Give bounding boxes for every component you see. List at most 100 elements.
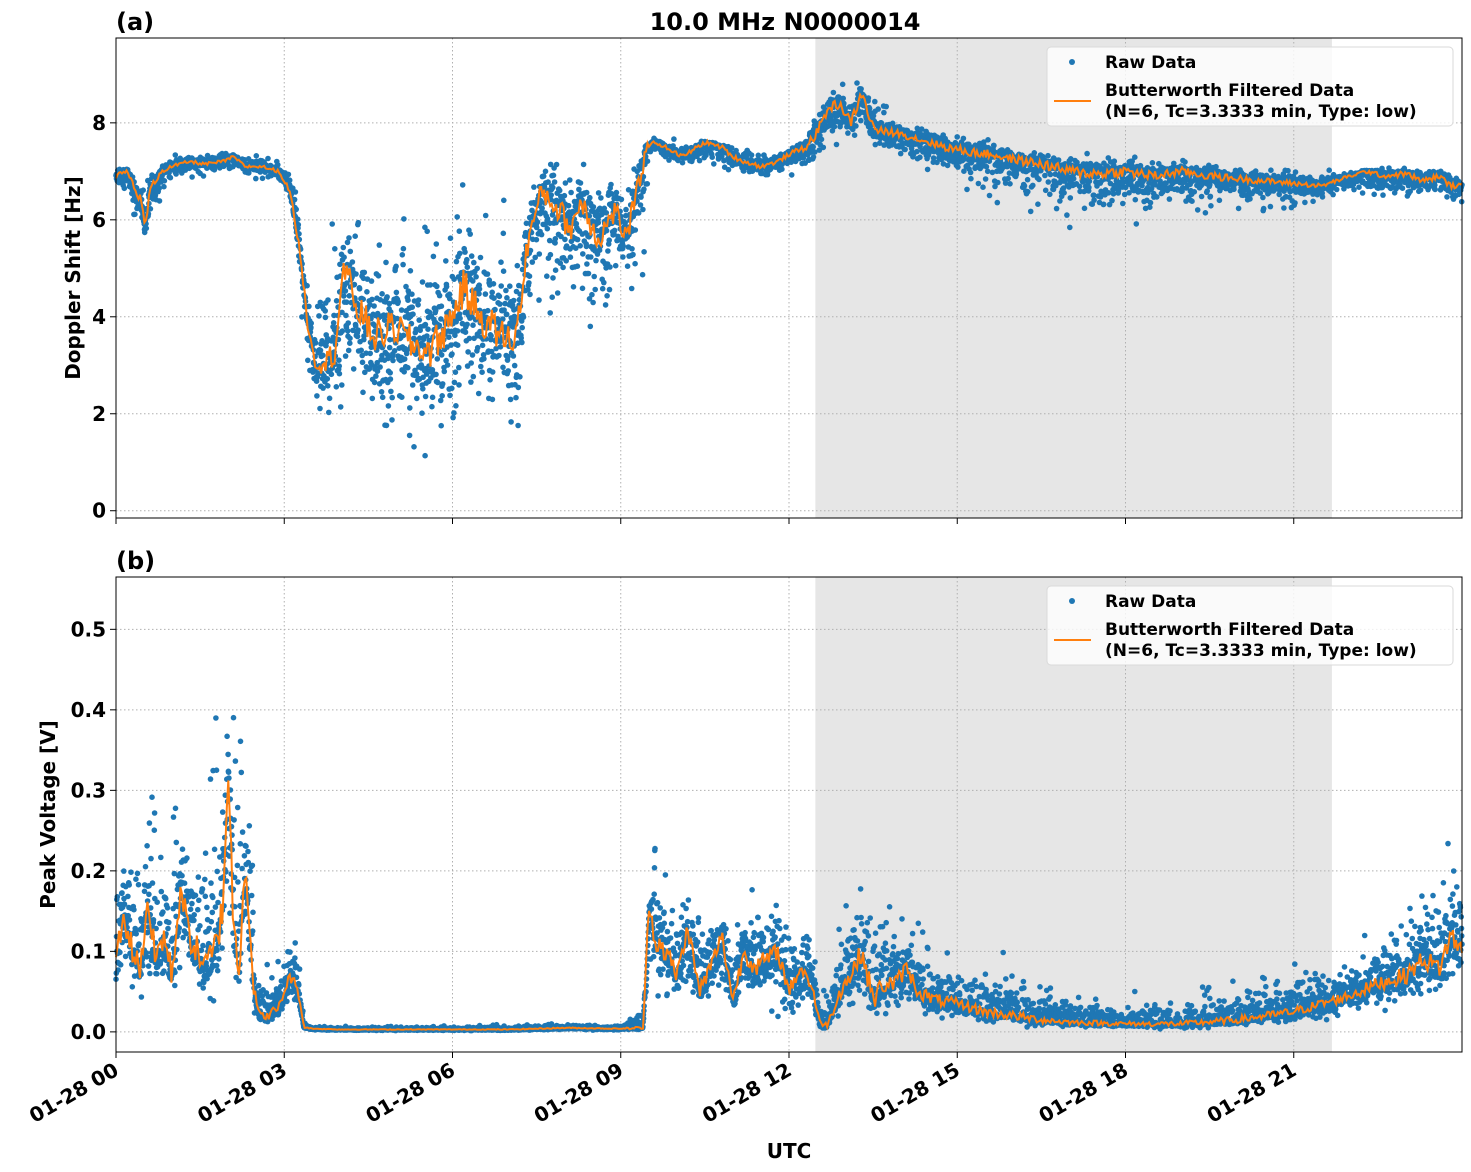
raw-data-point bbox=[468, 253, 475, 259]
raw-data-point bbox=[607, 264, 613, 270]
raw-data-point bbox=[253, 175, 259, 182]
raw-data-point bbox=[314, 303, 321, 310]
raw-data-point bbox=[347, 335, 353, 342]
raw-data-point bbox=[358, 347, 365, 354]
raw-data-point bbox=[1045, 179, 1052, 185]
raw-data-point bbox=[1191, 189, 1198, 195]
raw-data-point bbox=[618, 196, 625, 203]
raw-data-point bbox=[305, 357, 311, 364]
raw-data-point bbox=[355, 219, 362, 226]
raw-data-point bbox=[632, 260, 638, 267]
raw-data-point bbox=[456, 382, 462, 388]
raw-data-point bbox=[526, 273, 533, 280]
raw-data-point bbox=[515, 422, 521, 429]
raw-data-point bbox=[519, 266, 526, 273]
raw-data-point bbox=[409, 382, 416, 388]
raw-data-point bbox=[580, 161, 587, 168]
raw-data-point bbox=[336, 357, 342, 364]
raw-data-point bbox=[363, 350, 369, 357]
raw-data-point bbox=[482, 212, 489, 219]
raw-data-point bbox=[525, 286, 531, 293]
raw-data-point bbox=[523, 220, 530, 227]
raw-data-point bbox=[422, 452, 428, 459]
raw-data-point bbox=[608, 181, 614, 188]
raw-data-point bbox=[606, 237, 612, 243]
raw-data-point bbox=[1084, 150, 1090, 157]
raw-data-point bbox=[453, 403, 459, 409]
raw-data-point bbox=[353, 271, 359, 277]
raw-data-point bbox=[630, 251, 636, 258]
raw-data-point bbox=[295, 221, 302, 228]
raw-data-point bbox=[574, 236, 581, 243]
raw-data-point bbox=[486, 277, 493, 284]
raw-data-point bbox=[434, 356, 441, 362]
raw-data-point bbox=[447, 235, 454, 241]
raw-data-point bbox=[352, 323, 359, 329]
raw-data-point bbox=[394, 315, 401, 322]
raw-data-point bbox=[562, 236, 568, 243]
raw-data-point bbox=[595, 219, 602, 226]
raw-data-point bbox=[501, 197, 507, 204]
raw-data-point bbox=[362, 369, 368, 376]
raw-data-point bbox=[574, 263, 581, 270]
raw-data-point bbox=[500, 268, 507, 275]
raw-data-point bbox=[386, 344, 393, 351]
raw-data-point bbox=[560, 264, 566, 271]
raw-data-point bbox=[395, 298, 402, 305]
raw-data-point bbox=[592, 286, 598, 293]
raw-data-point bbox=[356, 286, 363, 292]
raw-data-point bbox=[419, 410, 425, 417]
raw-data-point bbox=[1399, 185, 1406, 191]
raw-data-point bbox=[492, 306, 498, 313]
raw-data-point bbox=[551, 179, 558, 185]
raw-data-point bbox=[1081, 205, 1088, 212]
raw-data-point bbox=[454, 328, 461, 334]
raw-data-point bbox=[436, 322, 443, 329]
raw-data-point bbox=[462, 329, 469, 336]
raw-data-point bbox=[1208, 203, 1214, 209]
raw-data-point bbox=[489, 396, 496, 403]
raw-data-point bbox=[427, 282, 434, 288]
raw-data-point bbox=[504, 295, 510, 301]
raw-data-point bbox=[517, 374, 523, 380]
raw-data-point bbox=[527, 291, 533, 298]
raw-data-point bbox=[156, 198, 163, 204]
raw-data-point bbox=[1149, 160, 1156, 166]
raw-data-point bbox=[350, 366, 357, 372]
raw-data-point bbox=[342, 353, 349, 359]
raw-data-point bbox=[474, 344, 481, 351]
raw-data-point bbox=[810, 154, 817, 160]
raw-data-point bbox=[409, 304, 416, 311]
raw-data-point bbox=[1302, 199, 1308, 206]
raw-data-point bbox=[459, 320, 466, 327]
raw-data-point bbox=[448, 342, 454, 348]
raw-data-point bbox=[390, 357, 396, 364]
raw-data-point bbox=[328, 371, 335, 378]
raw-data-point bbox=[583, 189, 590, 196]
raw-data-point bbox=[403, 283, 409, 290]
raw-data-point bbox=[401, 369, 408, 375]
raw-data-point bbox=[840, 95, 846, 102]
raw-data-point bbox=[140, 187, 146, 193]
raw-data-point bbox=[603, 227, 610, 234]
raw-data-point bbox=[644, 158, 651, 164]
raw-data-point bbox=[398, 307, 405, 313]
raw-data-point bbox=[536, 297, 542, 303]
raw-data-point bbox=[291, 196, 298, 203]
raw-data-point bbox=[548, 192, 554, 198]
raw-data-point bbox=[332, 246, 338, 252]
raw-data-point bbox=[632, 227, 639, 233]
raw-data-point bbox=[422, 321, 429, 328]
raw-data-point bbox=[121, 185, 128, 192]
raw-data-point bbox=[405, 297, 411, 304]
raw-data-point bbox=[415, 297, 422, 303]
raw-data-point bbox=[502, 300, 508, 307]
raw-data-point bbox=[464, 256, 470, 263]
raw-data-point bbox=[902, 146, 908, 153]
raw-data-point bbox=[426, 337, 433, 344]
raw-data-point bbox=[359, 359, 366, 366]
raw-data-point bbox=[509, 302, 516, 308]
raw-data-point bbox=[554, 290, 561, 296]
raw-data-point bbox=[439, 381, 446, 387]
